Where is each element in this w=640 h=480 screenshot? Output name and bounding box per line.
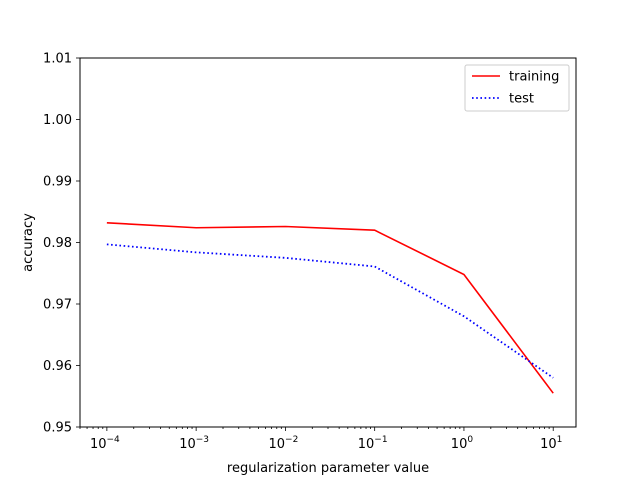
series-line-test	[106, 243, 554, 379]
y-tick-label: 1.00	[43, 113, 72, 128]
x-tick-label: 10−2	[268, 435, 298, 452]
x-tick-label: 10−3	[179, 435, 209, 452]
series-layer	[106, 222, 554, 394]
series-line-training	[106, 222, 554, 394]
x-axis-ticks: 10−4 10−3 10−2 10−1 100 101	[90, 427, 562, 452]
x-tick-label: 100	[451, 435, 474, 452]
y-axis-ticks: 0.95 0.96 0.97 0.98 0.99 1.00 1.01	[43, 52, 80, 436]
x-tick-label: 10−1	[358, 435, 388, 452]
y-tick-label: 0.97	[43, 298, 72, 313]
legend-label-test: test	[509, 92, 534, 107]
legend: training test	[464, 64, 570, 112]
y-tick-label: 0.96	[43, 359, 72, 374]
y-tick-label: 1.01	[43, 52, 72, 67]
y-axis-label: accuracy	[21, 213, 36, 272]
x-tick-label: 10−4	[90, 435, 120, 452]
legend-label-training: training	[509, 70, 559, 85]
plot-frame	[79, 57, 577, 428]
y-tick-label: 0.98	[43, 236, 72, 251]
x-axis-label: regularization parameter value	[227, 461, 429, 476]
y-tick-label: 0.95	[43, 421, 72, 436]
y-tick-label: 0.99	[43, 175, 72, 190]
x-tick-label: 101	[540, 435, 562, 452]
